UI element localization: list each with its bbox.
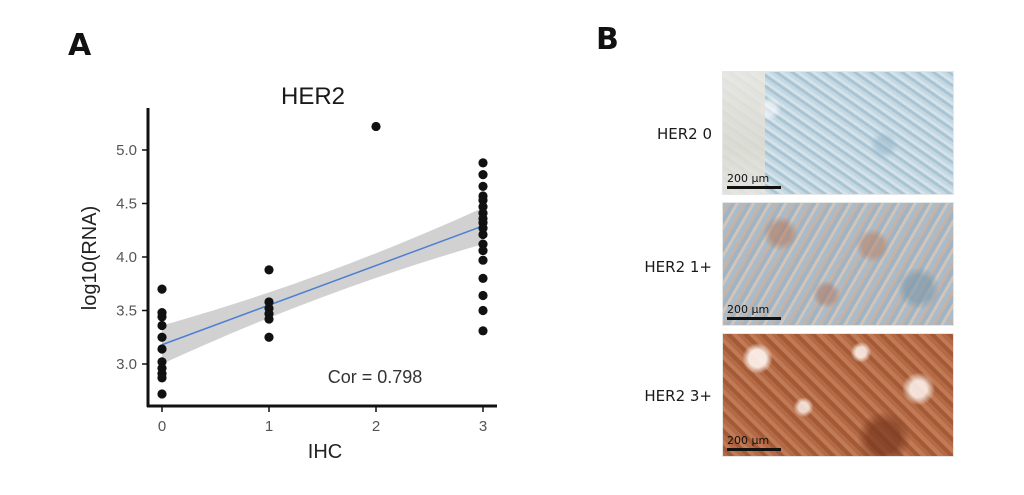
data-point <box>264 297 274 307</box>
scatter-plot: HER2 3.0 3.5 4.0 4.5 5.0 0 1 2 3 IHC log10(RNA)… <box>79 83 497 463</box>
tissue-gap <box>723 72 765 194</box>
panel-label-b: B <box>596 22 619 57</box>
x-tick-label: 1 <box>265 418 273 435</box>
data-point <box>478 181 488 191</box>
data-point <box>157 389 167 399</box>
scale-bar: 200 µm <box>727 304 781 320</box>
data-point <box>371 121 381 132</box>
data-point <box>478 305 488 316</box>
data-point <box>478 239 488 249</box>
scale-bar: 200 µm <box>727 173 781 189</box>
data-point <box>478 245 488 256</box>
data-point <box>157 284 167 294</box>
data-point <box>157 320 167 331</box>
data-point <box>264 265 274 275</box>
fit-line <box>161 225 484 346</box>
data-point <box>478 223 488 233</box>
y-tick-label: 5.0 <box>116 142 137 159</box>
y-tick-label: 4.0 <box>116 249 137 266</box>
ihc-row-her2-3plus: HER2 3+ 200 µm <box>600 333 960 457</box>
x-tick-label: 3 <box>479 418 487 435</box>
data-points <box>157 121 488 399</box>
y-axis-label: log10(RNA) <box>79 206 101 310</box>
ihc-row-her2-1plus: HER2 1+ 200 µm <box>600 202 960 326</box>
x-axis-label: IHC <box>308 441 342 463</box>
data-point <box>478 202 488 212</box>
correlation-annotation: Cor = 0.798 <box>328 367 423 387</box>
ihc-image-her2-0: 200 µm <box>722 71 954 195</box>
panel-label-a: A <box>68 28 92 63</box>
data-point <box>478 326 488 336</box>
chart-title: HER2 <box>281 83 345 110</box>
data-point <box>264 314 274 324</box>
x-tick-label: 0 <box>158 418 166 435</box>
data-point <box>157 332 167 342</box>
data-point <box>157 373 167 383</box>
x-tick-label: 2 <box>372 418 380 435</box>
scale-bar: 200 µm <box>727 435 781 451</box>
y-tick-label: 3.5 <box>116 303 137 320</box>
x-ticks: 0 1 2 3 <box>158 406 487 435</box>
y-tick-label: 4.5 <box>116 196 137 213</box>
data-point <box>478 195 488 205</box>
ihc-label: HER2 3+ <box>644 387 712 405</box>
ihc-label: HER2 1+ <box>644 258 712 276</box>
data-point <box>478 273 488 283</box>
y-ticks: 3.0 3.5 4.0 4.5 5.0 <box>116 142 148 373</box>
ihc-row-her2-0: HER2 0 200 µm <box>600 71 960 195</box>
ihc-label: HER2 0 <box>656 125 712 143</box>
data-point <box>478 290 488 301</box>
data-point <box>157 344 167 354</box>
data-point <box>478 255 488 265</box>
data-point <box>478 158 488 168</box>
data-point <box>478 229 488 240</box>
data-point <box>478 170 488 180</box>
data-point <box>264 332 274 342</box>
y-tick-label: 3.0 <box>116 356 137 373</box>
data-point <box>157 357 167 367</box>
data-point <box>157 312 167 322</box>
ihc-image-her2-1plus: 200 µm <box>722 202 954 326</box>
ihc-image-her2-3plus: 200 µm <box>722 333 954 457</box>
